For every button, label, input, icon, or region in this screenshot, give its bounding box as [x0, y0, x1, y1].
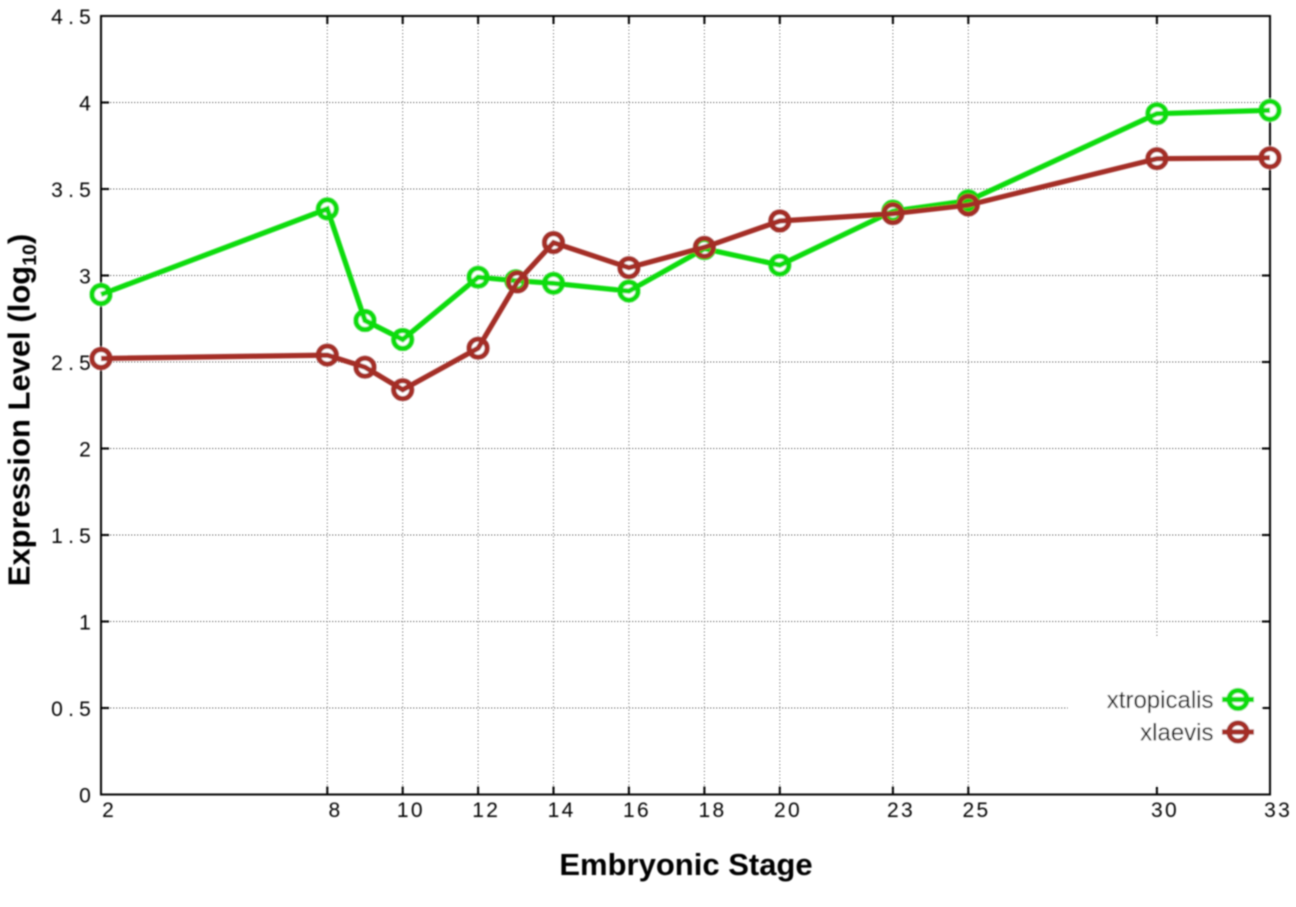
svg-text:.: . [68, 698, 74, 721]
svg-text:5: 5 [976, 799, 988, 822]
svg-text:2: 2 [102, 799, 114, 822]
svg-text:2: 2 [774, 799, 786, 822]
svg-text:3: 3 [51, 179, 63, 202]
svg-text:1: 1 [699, 799, 711, 822]
svg-text:1: 1 [623, 799, 635, 822]
svg-text:5: 5 [79, 6, 91, 29]
svg-text:4: 4 [79, 93, 91, 116]
svg-text:5: 5 [79, 179, 91, 202]
svg-text:3: 3 [1151, 799, 1163, 822]
svg-text:.: . [68, 6, 74, 29]
svg-text:0: 0 [51, 698, 63, 721]
svg-text:5: 5 [79, 698, 91, 721]
svg-text:3: 3 [1278, 799, 1290, 822]
svg-text:2: 2 [962, 799, 974, 822]
svg-text:3: 3 [79, 266, 91, 289]
svg-text:2: 2 [79, 439, 91, 462]
svg-text:xlaevis: xlaevis [1140, 720, 1213, 747]
svg-text:8: 8 [328, 799, 340, 822]
svg-text:1: 1 [472, 799, 484, 822]
svg-text:6: 6 [637, 799, 649, 822]
svg-text:3: 3 [901, 799, 913, 822]
svg-text:4: 4 [562, 799, 574, 822]
svg-text:4: 4 [51, 6, 63, 29]
svg-text:2: 2 [887, 799, 899, 822]
svg-text:1: 1 [397, 799, 409, 822]
svg-text:Embryonic Stage: Embryonic Stage [559, 847, 812, 882]
svg-text:.: . [68, 525, 74, 548]
svg-text:0: 0 [79, 785, 91, 808]
svg-text:0: 0 [1165, 799, 1177, 822]
svg-text:5: 5 [79, 352, 91, 375]
svg-text:.: . [68, 179, 74, 202]
svg-text:1: 1 [79, 612, 91, 635]
svg-text:8: 8 [713, 799, 725, 822]
svg-text:1: 1 [548, 799, 560, 822]
svg-text:5: 5 [79, 525, 91, 548]
svg-text:0: 0 [411, 799, 423, 822]
svg-text:.: . [68, 352, 74, 375]
svg-text:1: 1 [51, 525, 63, 548]
svg-text:0: 0 [788, 799, 800, 822]
svg-text:xtropicalis: xtropicalis [1107, 687, 1214, 714]
svg-text:3: 3 [1264, 799, 1276, 822]
svg-text:Expression Level (log10): Expression Level (log10) [2, 234, 42, 586]
svg-text:2: 2 [51, 352, 63, 375]
svg-text:2: 2 [486, 799, 498, 822]
